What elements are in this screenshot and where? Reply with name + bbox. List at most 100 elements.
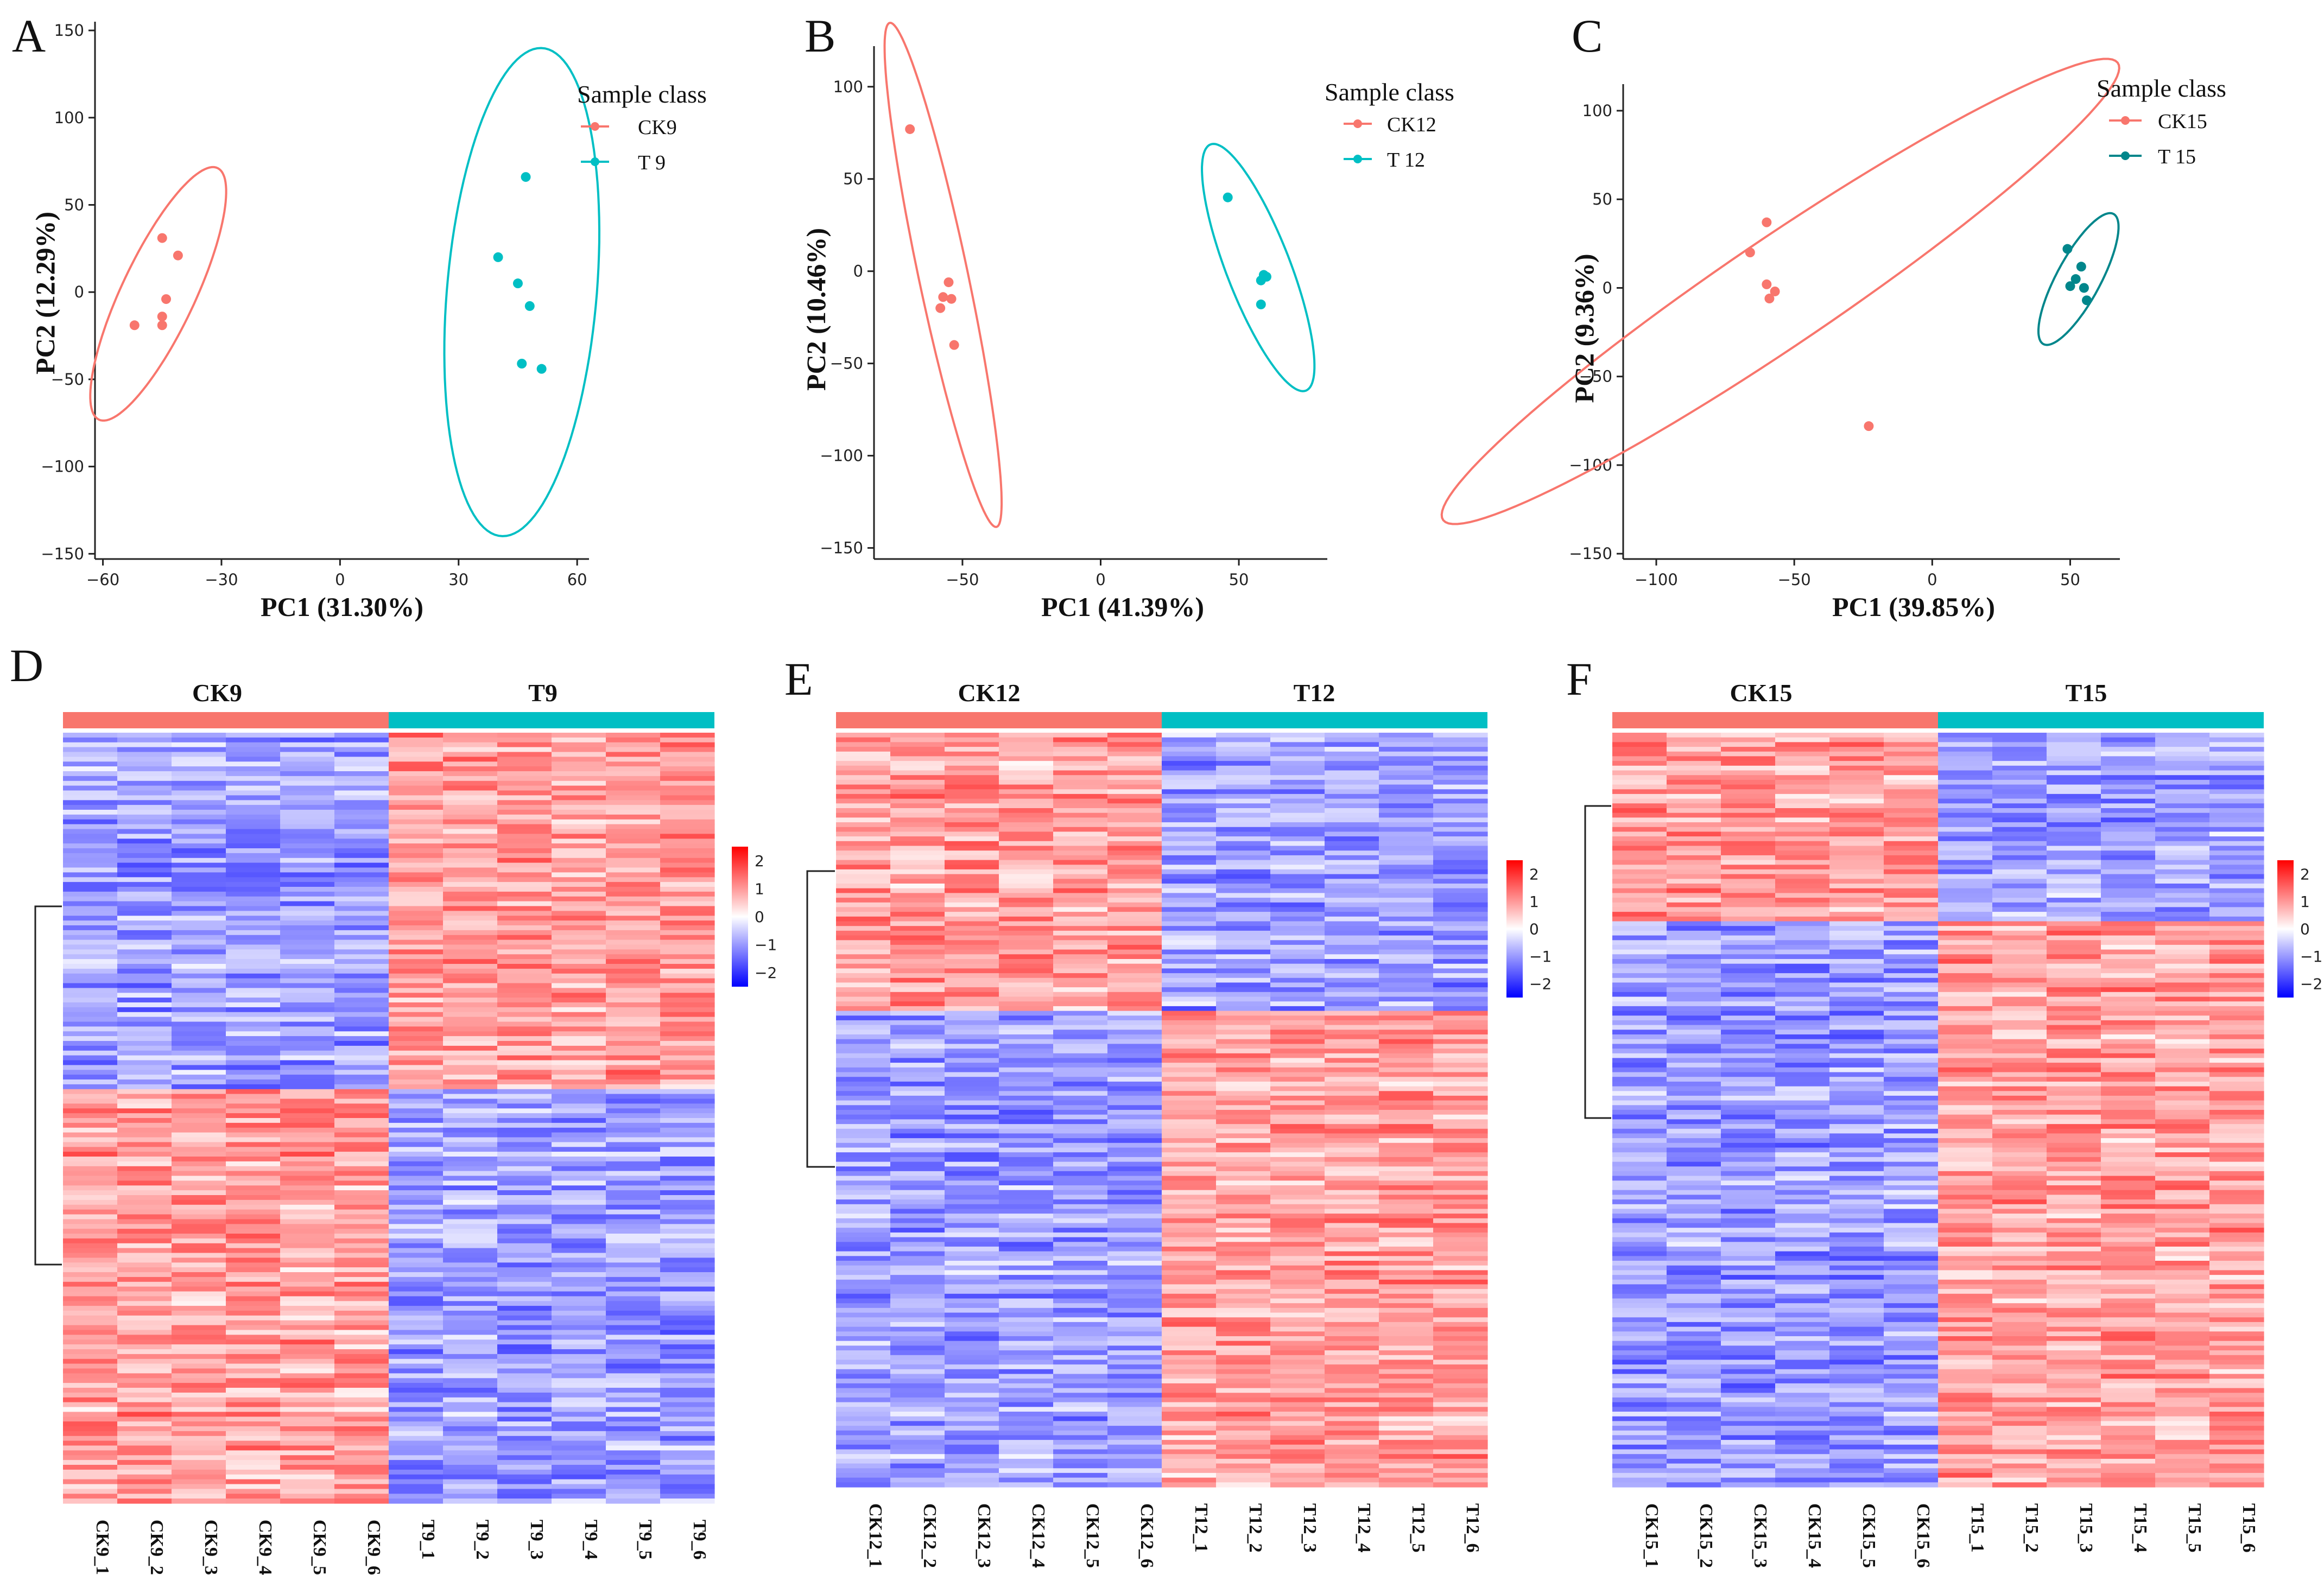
- heatmap-cell: [1162, 1449, 1217, 1455]
- heatmap-cell: [945, 747, 999, 752]
- heatmap-cell: [1162, 1199, 1217, 1205]
- heatmap-cell: [1053, 926, 1108, 931]
- heatmap-cell: [1107, 977, 1162, 983]
- heatmap-cell: [172, 1262, 226, 1268]
- heatmap-cell: [1107, 798, 1162, 804]
- heatmap-cell: [172, 752, 226, 757]
- heatmap-cell: [1053, 898, 1108, 903]
- heatmap-cell: [1270, 1171, 1325, 1177]
- y-tick-label: 0: [74, 283, 84, 301]
- heatmap-cell: [2047, 1091, 2101, 1096]
- row-dendrogram: [806, 870, 835, 1168]
- heatmap-cell: [1216, 1284, 1271, 1290]
- heatmap-cell: [280, 1108, 335, 1114]
- heatmap-cell: [890, 1312, 945, 1318]
- heatmap-cell: [890, 935, 945, 941]
- heatmap-cell: [552, 1421, 606, 1427]
- heatmap-cell: [2101, 865, 2156, 870]
- heatmap-cell: [172, 954, 226, 960]
- heatmap-cell: [1884, 850, 1939, 856]
- heatmap-cell: [1612, 775, 1667, 780]
- heatmap-cell: [1775, 756, 1830, 761]
- heatmap-cell: [1325, 1100, 1379, 1106]
- heatmap-cell: [890, 822, 945, 828]
- row-dendrogram: [34, 905, 62, 1266]
- heatmap-cell: [1053, 1006, 1108, 1012]
- heatmap-cell: [1162, 1228, 1217, 1233]
- heatmap-cell: [836, 1011, 891, 1016]
- heatmap-cell: [1433, 1237, 1488, 1242]
- heatmap-cell: [1270, 968, 1325, 974]
- heatmap-cell: [1379, 1307, 1434, 1313]
- heatmap-cell: [1162, 761, 1217, 766]
- heatmap-cell: [1433, 812, 1488, 818]
- heatmap-cell: [334, 1455, 389, 1460]
- heatmap-cell: [497, 814, 552, 820]
- heatmap-cell: [1992, 921, 2047, 926]
- heatmap-cell: [280, 1315, 335, 1321]
- heatmap-cell: [1379, 1449, 1434, 1455]
- heatmap-cell: [1216, 1435, 1271, 1440]
- heatmap-cell: [2155, 761, 2210, 766]
- heatmap-cell: [334, 1219, 389, 1224]
- heatmap-cell: [389, 1383, 444, 1388]
- heatmap-cell: [1162, 1015, 1217, 1021]
- heatmap-cell: [945, 1053, 999, 1059]
- heatmap-cell: [1107, 1011, 1162, 1016]
- heatmap-cell: [1667, 761, 1721, 766]
- heatmap-cell: [1270, 1440, 1325, 1445]
- heatmap-cell: [1379, 949, 1434, 955]
- heatmap-cell: [1107, 1053, 1162, 1059]
- heatmap-cell: [1325, 1006, 1379, 1012]
- heatmap-cell: [999, 1086, 1054, 1091]
- heatmap-cell: [606, 1460, 661, 1465]
- heatmap-cell: [172, 944, 226, 950]
- heatmap-cell: [836, 1124, 891, 1129]
- heatmap-cell: [552, 1142, 606, 1147]
- heatmap-cell: [1992, 831, 2047, 837]
- heatmap-cell: [1325, 1138, 1379, 1144]
- heatmap-cell: [1775, 1030, 1830, 1035]
- heatmap-cell: [1829, 916, 1884, 922]
- heatmap-cell: [1721, 996, 1776, 1002]
- heatmap-cell: [63, 896, 118, 902]
- heatmap-cell: [1325, 888, 1379, 893]
- heatmap-cell: [606, 1152, 661, 1157]
- heatmap-cell: [280, 1450, 335, 1456]
- heatmap-cell: [117, 766, 172, 772]
- heatmap-cell: [1270, 1161, 1325, 1167]
- heatmap-cell: [172, 771, 226, 777]
- heatmap-cell: [890, 1001, 945, 1007]
- heatmap-cell: [280, 1152, 335, 1157]
- heatmap-cell: [389, 887, 444, 892]
- heatmap-cell: [2047, 761, 2101, 766]
- heatmap-cell: [945, 1449, 999, 1455]
- heatmap-cell: [172, 1094, 226, 1100]
- heatmap-cell: [1379, 1015, 1434, 1021]
- heatmap-cell: [1775, 1025, 1830, 1030]
- heatmap-cell: [945, 865, 999, 870]
- heatmap-cell: [497, 998, 552, 1003]
- heatmap-cell: [945, 1138, 999, 1144]
- heatmap-cell: [1775, 898, 1830, 903]
- heatmap-cell: [999, 793, 1054, 799]
- heatmap-cell: [1107, 1128, 1162, 1134]
- heatmap-cell: [1325, 992, 1379, 998]
- heatmap-cell: [2101, 737, 2156, 742]
- heatmap-cell: [1938, 959, 1993, 964]
- heatmap-cell: [1721, 775, 1776, 780]
- heatmap-cell: [497, 1017, 552, 1023]
- heatmap-cell: [443, 853, 498, 859]
- heatmap-cell: [999, 1161, 1054, 1167]
- heatmap-cell: [1162, 1237, 1217, 1242]
- heatmap-cell: [999, 930, 1054, 936]
- heatmap-cell: [1216, 1114, 1271, 1120]
- heatmap-cell: [117, 1185, 172, 1191]
- heatmap-cell: [2101, 888, 2156, 893]
- heatmap-cell: [836, 1270, 891, 1275]
- heatmap-cell: [1721, 808, 1776, 814]
- heatmap-cell: [334, 1392, 389, 1398]
- heatmap-cell: [660, 1358, 715, 1364]
- heatmap-cell: [497, 1489, 552, 1494]
